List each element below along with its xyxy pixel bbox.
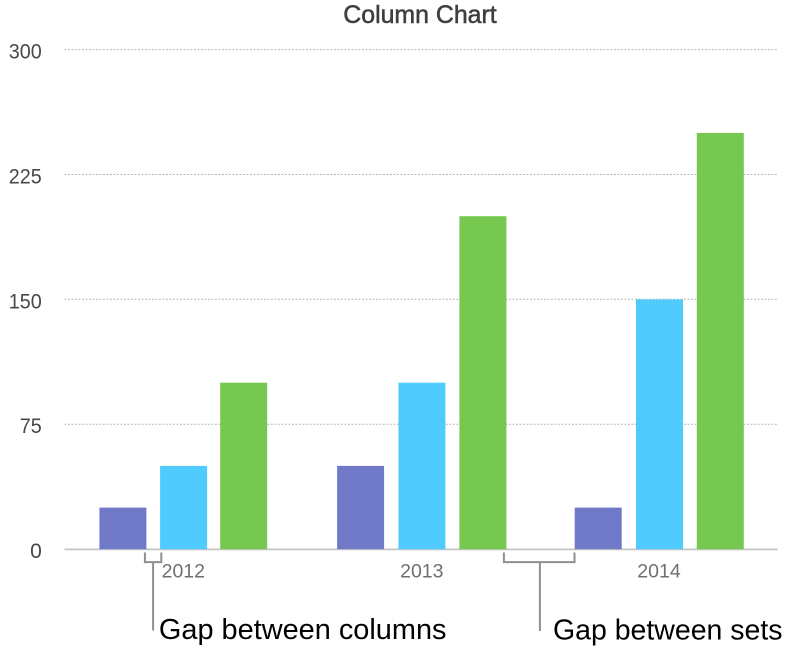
svg-text:150: 150: [9, 290, 42, 313]
svg-text:75: 75: [20, 415, 42, 438]
svg-text:2012: 2012: [162, 560, 205, 582]
svg-text:2013: 2013: [400, 560, 443, 582]
svg-text:0: 0: [30, 540, 42, 563]
svg-text:2014: 2014: [637, 560, 681, 582]
svg-text:Column Chart: Column Chart: [343, 1, 496, 29]
svg-text:Gap between columns: Gap between columns: [159, 614, 447, 646]
svg-text:Gap between sets: Gap between sets: [553, 615, 783, 647]
svg-text:225: 225: [9, 166, 42, 189]
svg-text:300: 300: [9, 41, 42, 64]
